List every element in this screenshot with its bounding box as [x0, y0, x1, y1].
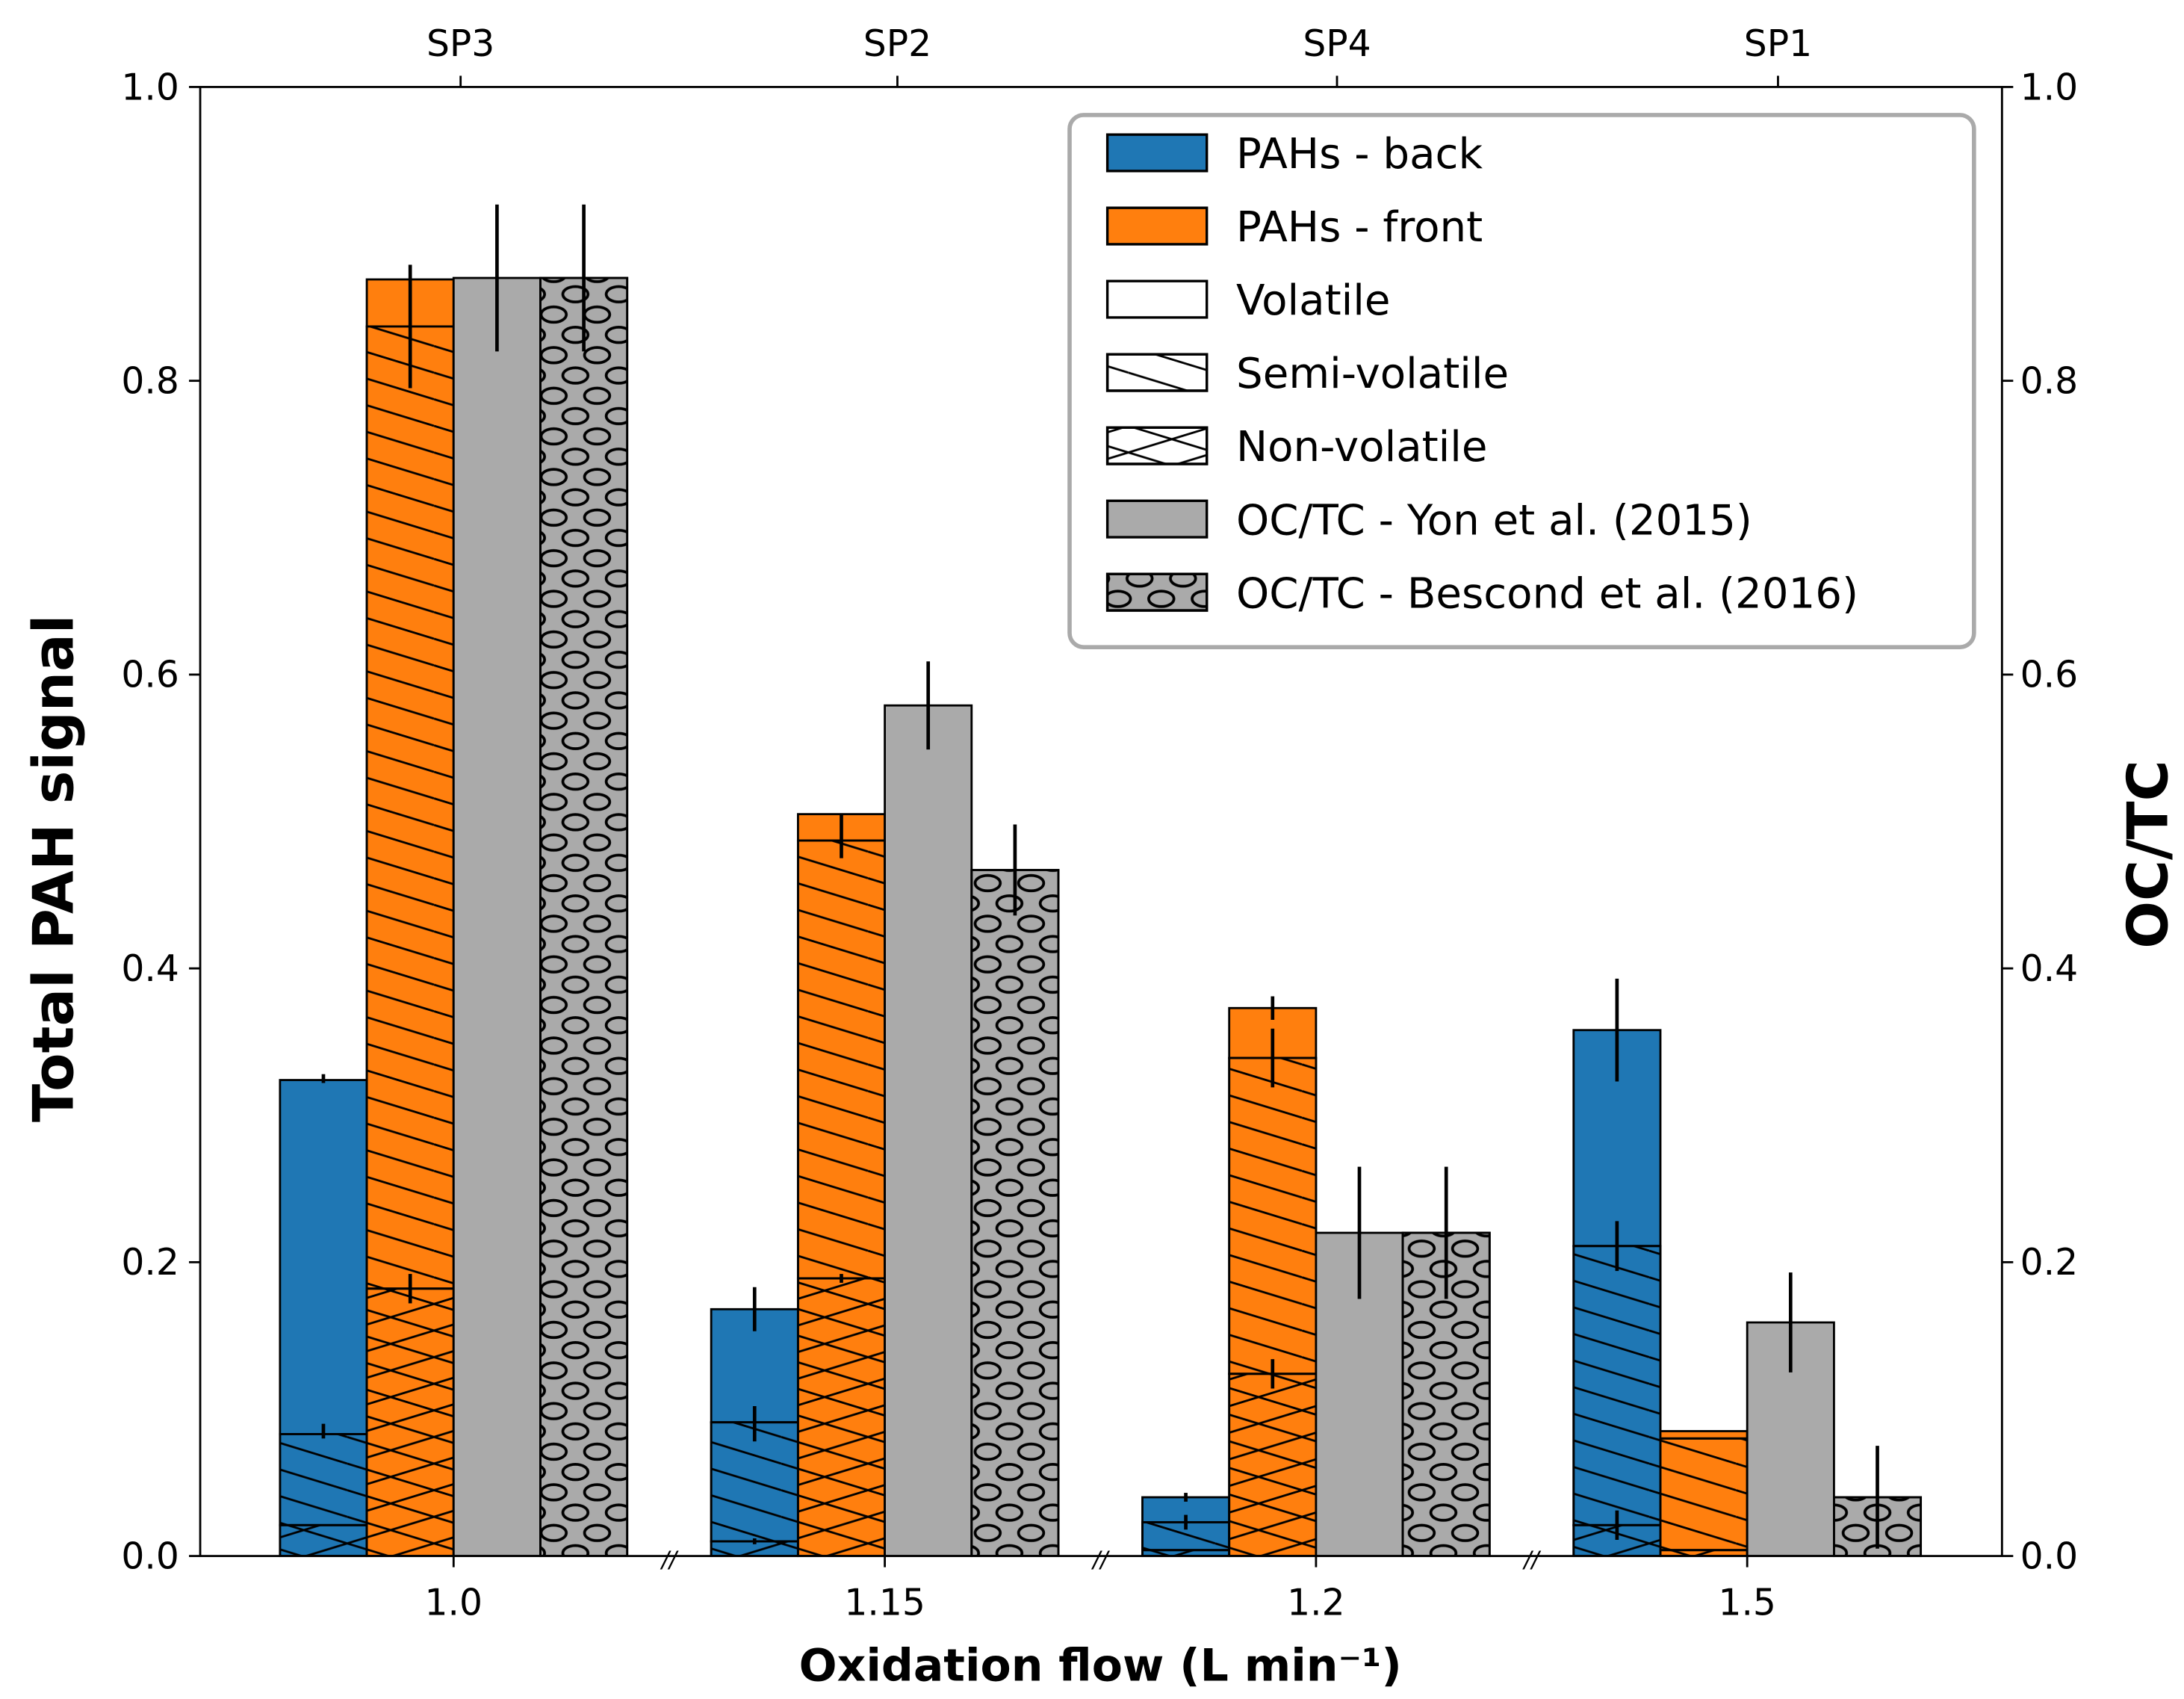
legend: PAHs - back PAHs - front Volatile Semi-vola…	[1067, 113, 1976, 649]
top-tick-label: SP3	[426, 23, 494, 65]
legend-swatch	[1105, 279, 1209, 319]
x-tick-label: 1.0	[425, 1582, 483, 1624]
legend-label: Semi-volatile	[1236, 350, 1509, 398]
legend-swatch-hatch	[1105, 426, 1209, 465]
y-axis-right-label: OC/TC	[2115, 760, 2181, 948]
y-tick-label-right: 0.6	[2020, 654, 2078, 696]
y-tick-label: 0.8	[121, 361, 179, 403]
bar-semi-volatile-hatch	[796, 839, 887, 1280]
bar-octc-yon	[452, 276, 542, 1558]
plot-frame	[199, 86, 2003, 1558]
legend-swatch-hatch	[1105, 572, 1209, 612]
legend-label: PAHs - back	[1236, 130, 1483, 179]
bar-non-volatile-hatch	[279, 1523, 368, 1558]
top-tick-label: SP1	[1744, 23, 1812, 65]
y-axis-label: Total PAH signal	[20, 615, 86, 1122]
y-tick-label: 0.4	[121, 948, 179, 990]
top-tick-label: SP2	[863, 23, 931, 65]
bar-non-volatile-hatch	[796, 1277, 887, 1558]
y-tick-label: 0.2	[121, 1242, 179, 1284]
legend-swatch-hatch	[1105, 353, 1209, 392]
y-tick-label: 0.0	[121, 1535, 179, 1577]
legend-swatch	[1105, 206, 1209, 246]
axis-break-mark: //	[660, 1547, 679, 1573]
x-tick-label: 1.5	[1718, 1582, 1775, 1624]
bar-semi-volatile-hatch	[1572, 1245, 1662, 1526]
bar-octc-bescond-hatch	[970, 868, 1060, 1558]
bar-semi-volatile-hatch	[1659, 1437, 1749, 1552]
bar-semi-volatile-hatch	[279, 1433, 368, 1526]
legend-label: OC/TC - Bescond et al. (2016)	[1236, 569, 1858, 618]
axis-break-mark: //	[1091, 1547, 1110, 1573]
y-tick-label-right: 0.8	[2020, 361, 2078, 403]
x-tick-label: 1.15	[844, 1582, 925, 1624]
y-tick-label-right: 0.4	[2020, 948, 2078, 990]
legend-label: Volatile	[1236, 276, 1390, 325]
axis-break-mark: //	[1521, 1547, 1541, 1573]
bar-non-volatile-hatch	[1228, 1372, 1318, 1558]
bar-volatile	[279, 1079, 368, 1435]
y-tick-label-right: 0.0	[2020, 1535, 2078, 1577]
legend-label: PAHs - front	[1236, 203, 1483, 252]
x-tick-label: 1.2	[1287, 1582, 1344, 1624]
bar-octc-yon	[884, 704, 973, 1558]
bar-semi-volatile-hatch	[1228, 1056, 1318, 1375]
bar-semi-volatile-hatch	[365, 325, 455, 1290]
x-axis-label: Oxidation flow (L min⁻¹)	[799, 1639, 1402, 1692]
y-tick-label-right: 0.2	[2020, 1242, 2078, 1284]
y-tick-label-right: 1.0	[2020, 66, 2078, 108]
y-tick-label: 1.0	[121, 66, 179, 108]
y-tick-label: 0.6	[121, 654, 179, 696]
bar-non-volatile-hatch	[365, 1287, 455, 1558]
legend-label: OC/TC - Yon et al. (2015)	[1236, 496, 1752, 545]
legend-swatch	[1105, 133, 1209, 173]
bar-volatile	[1659, 1430, 1749, 1440]
legend-swatch	[1105, 499, 1209, 539]
bar-octc-bescond-hatch	[539, 276, 629, 1558]
legend-label: Non-volatile	[1236, 423, 1487, 471]
top-tick-label: SP4	[1303, 23, 1371, 65]
